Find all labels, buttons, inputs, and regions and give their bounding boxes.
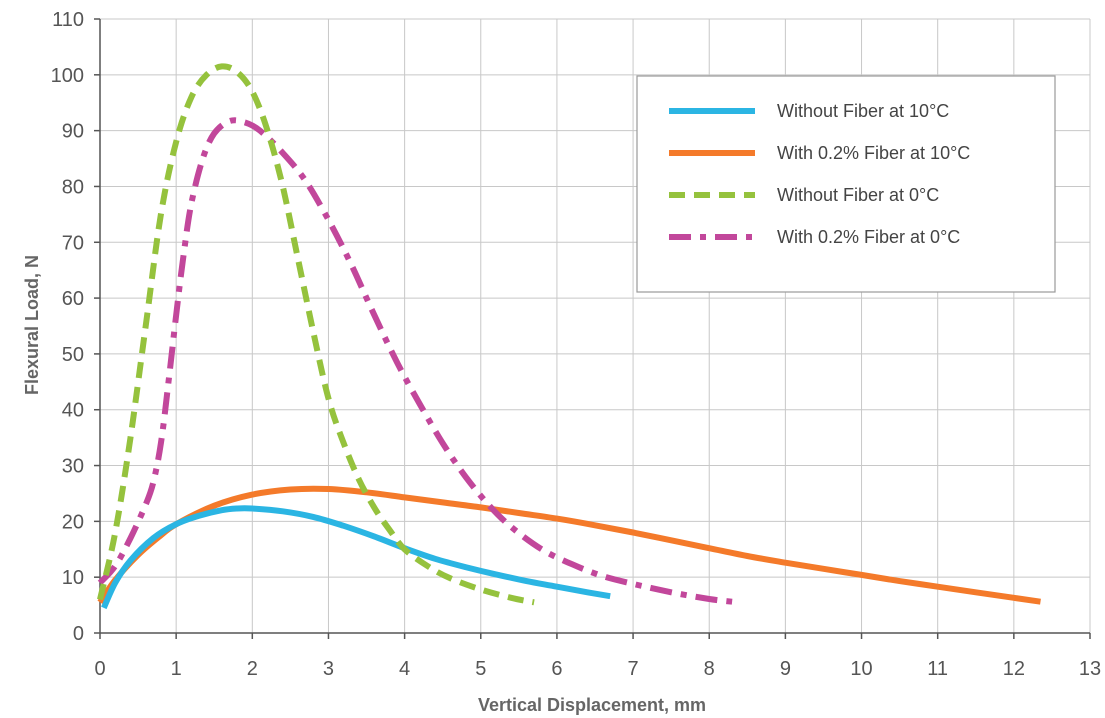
y-tick-label: 50 bbox=[62, 344, 84, 366]
y-tick-label: 0 bbox=[73, 623, 84, 645]
x-tick-label: 4 bbox=[399, 658, 410, 680]
y-tick-label: 10 bbox=[62, 567, 84, 589]
x-tick-label: 5 bbox=[475, 658, 486, 680]
x-tick-label: 13 bbox=[1079, 658, 1101, 680]
y-tick-label: 70 bbox=[62, 232, 84, 254]
x-tick-label: 12 bbox=[1003, 658, 1025, 680]
y-tick-label: 40 bbox=[62, 400, 84, 422]
series-line-4 bbox=[97, 117, 733, 605]
x-tick-label: 2 bbox=[247, 658, 258, 680]
x-tick-label: 0 bbox=[94, 658, 105, 680]
y-tick-label: 100 bbox=[51, 65, 84, 87]
y-tick-label: 110 bbox=[52, 9, 84, 31]
y-axis-title: Flexural Load, N bbox=[22, 255, 42, 395]
y-tick-label: 20 bbox=[62, 511, 84, 533]
legend: Without Fiber at 10°C With 0.2% Fiber at … bbox=[636, 75, 1056, 293]
y-tick-label: 60 bbox=[62, 288, 84, 310]
x-tick-label: 1 bbox=[171, 658, 182, 680]
series-line-3 bbox=[97, 63, 535, 606]
x-tick-label: 11 bbox=[927, 658, 948, 680]
axes: 0 1 2 3 4 5 6 7 8 9 10 11 12 130102030405060708090100… bbox=[51, 9, 1102, 680]
x-tick-label: 3 bbox=[323, 658, 334, 680]
x-tick-label: 7 bbox=[628, 658, 639, 680]
legend-label-4: With 0.2% Fiber at 0°C bbox=[777, 227, 960, 247]
legend-label-1: Without Fiber at 10°C bbox=[777, 101, 949, 121]
legend-label-2: With 0.2% Fiber at 10°C bbox=[777, 143, 970, 163]
y-tick-label: 80 bbox=[62, 176, 84, 198]
x-tick-label: 9 bbox=[780, 658, 791, 680]
y-tick-label: 30 bbox=[62, 456, 84, 478]
y-tick-label: 90 bbox=[62, 121, 84, 143]
legend-label-3: Without Fiber at 0°C bbox=[777, 185, 939, 205]
series-lines bbox=[97, 63, 1041, 610]
x-tick-label: 8 bbox=[704, 658, 715, 680]
x-axis-title: Vertical Displacement, mm bbox=[478, 695, 706, 715]
x-tick-label: 10 bbox=[850, 658, 872, 680]
series-line-1 bbox=[101, 505, 611, 610]
x-tick-label: 6 bbox=[551, 658, 562, 680]
